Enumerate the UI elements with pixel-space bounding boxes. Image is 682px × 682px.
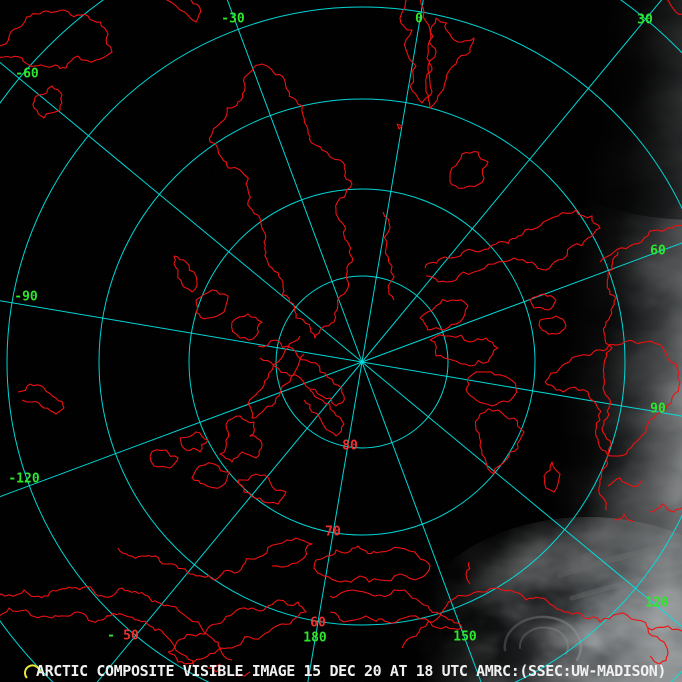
coastline-aleutian-kamchatka-chain — [401, 587, 682, 649]
meridian-30 — [361, 0, 663, 363]
meridian-90 — [361, 361, 682, 417]
coastline-bering-coast — [117, 537, 313, 581]
latitude-circle-50 — [6, 6, 682, 682]
coastline-newfoundland — [0, 9, 113, 70]
meridian--60 — [0, 61, 363, 363]
coastline-ob-river — [598, 251, 619, 511]
meridian--150 — [96, 361, 363, 682]
coastline-right-edge-squiggle-b — [649, 503, 682, 513]
coastline-seward-coast — [313, 545, 431, 583]
coastline-archipelago-c4 — [191, 462, 231, 489]
coastline-corner-mark-top-right — [667, 0, 682, 15]
coastline-norway-coast — [382, 211, 395, 301]
coastline-archipelago-c5 — [237, 473, 287, 505]
station-marker-icon — [24, 664, 42, 679]
meridian--120 — [0, 361, 363, 498]
coastline-chukotka-coast-b — [0, 607, 197, 669]
coastline-siberian-island-a — [529, 293, 557, 311]
meridian-150 — [361, 361, 482, 682]
coastline-right-edge-squiggle-a — [607, 477, 643, 488]
coastline-chukotka-coast-a — [0, 586, 233, 661]
meridian-0 — [361, 0, 424, 363]
caption: ARCTIC COMPOSITE VISIBLE IMAGE 15 DEC 20… — [36, 662, 667, 680]
coastline-banks-island — [149, 449, 179, 469]
coastline-baffin-blob-b — [231, 313, 263, 341]
coastline-islet-b — [237, 671, 251, 677]
coastline-jan-mayen — [396, 123, 403, 130]
coastline-axel-heiberg — [303, 389, 345, 437]
coastline-island-sw-of-newfoundland — [32, 85, 63, 119]
latitude-circle-60 — [98, 98, 626, 626]
coastline-kola-white-sea-coast — [424, 209, 601, 283]
coastline-severnaya-zemlya-a — [419, 299, 469, 331]
coastline-siberian-island-b — [538, 315, 567, 335]
coastline-ural-coast-chain — [599, 224, 682, 263]
coastline-okhotsk-hook — [647, 627, 669, 665]
coastline-victoria-island-a — [219, 415, 263, 463]
coastline-small-island-top-left — [166, 0, 202, 23]
coastline-baffin-blob-a — [195, 289, 229, 320]
coastline-siberian-island-c — [543, 461, 561, 493]
coastline-islet-a — [207, 663, 221, 673]
coastline-southampton-crescent — [17, 383, 65, 415]
coastline-svalbard-blob — [449, 151, 489, 189]
coastline-ellesmere-ridge — [257, 339, 345, 407]
coastline-alaska-peninsula — [167, 599, 307, 665]
coastline-victoria-island-b — [179, 431, 209, 453]
meridian-60 — [361, 242, 682, 363]
meridian--30 — [226, 0, 363, 363]
coastline-yamal-ob-gulf — [544, 339, 681, 457]
coastline-ellesmere-west — [247, 335, 305, 419]
coastline-taymyr-b — [474, 408, 525, 475]
meridian--90 — [0, 300, 363, 363]
coastline-baffin-hook — [173, 255, 198, 293]
coastline-greenland — [208, 63, 354, 339]
meridian--180 — [307, 361, 363, 682]
coastline-britain — [399, 0, 437, 104]
coastline-severnaya-zemlya-b — [429, 334, 499, 367]
coastline-norway-peninsula — [425, 17, 475, 109]
coastline-taymyr-a — [465, 371, 518, 407]
coastline-alaska-south-coast — [329, 589, 463, 630]
latitude-circle-70 — [188, 188, 536, 536]
coastline-right-edge-squiggle-c — [613, 513, 635, 523]
meridian-120 — [361, 361, 682, 628]
coastline-island-mark-dark — [465, 561, 471, 585]
latitude-circle-80 — [275, 275, 449, 449]
